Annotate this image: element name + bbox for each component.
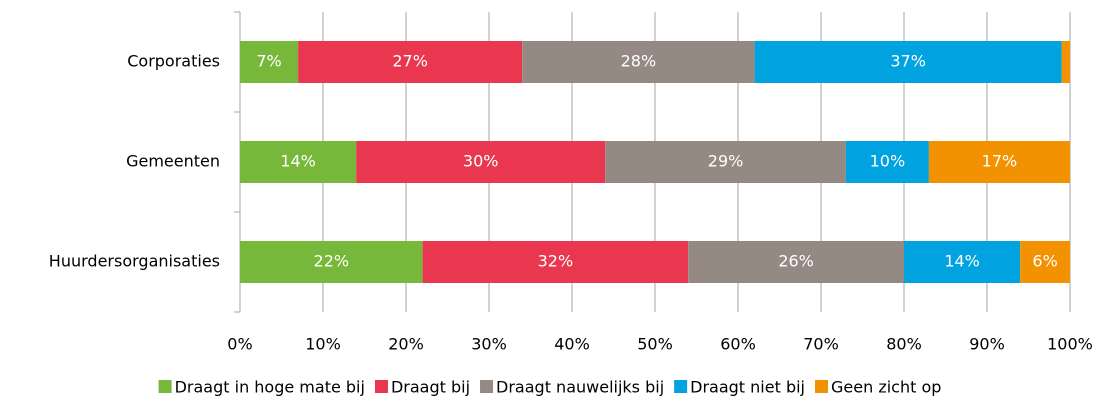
- x-tick-label: 30%: [471, 335, 507, 354]
- data-label: 26%: [778, 252, 814, 271]
- legend-label: Draagt bij: [391, 378, 470, 397]
- legend-label: Draagt niet bij: [690, 378, 805, 397]
- data-label: 14%: [944, 252, 980, 271]
- bar-segment: [422, 241, 689, 283]
- legend-label: Draagt nauwelijks bij: [496, 378, 664, 397]
- x-tick-label: 0%: [227, 335, 252, 354]
- bar-segment: [904, 241, 1021, 283]
- x-tick-label: 60%: [720, 335, 756, 354]
- data-label: 7%: [256, 52, 281, 71]
- y-tick-label: Gemeenten: [126, 152, 220, 171]
- data-label: 32%: [538, 252, 574, 271]
- bar-segment: [605, 141, 846, 183]
- y-tick-label: Corporaties: [127, 52, 220, 71]
- y-tick-label: Huurdersorganisaties: [49, 252, 220, 271]
- bar-segment: [688, 241, 904, 283]
- bar-segment: [240, 41, 299, 83]
- legend-swatch: [158, 380, 172, 393]
- legend-label: Geen zicht op: [831, 378, 941, 397]
- data-label: 37%: [890, 52, 926, 71]
- x-tick-label: 80%: [886, 335, 922, 354]
- legend-label: Draagt in hoge mate bij: [175, 378, 365, 397]
- bar-segment: [522, 41, 755, 83]
- legend-swatch: [480, 380, 494, 393]
- legend-swatch: [815, 380, 828, 393]
- bar-segment: [1020, 241, 1070, 283]
- bar-segment: [1061, 41, 1070, 83]
- data-label: 22%: [314, 252, 350, 271]
- x-tick-label: 20%: [388, 335, 424, 354]
- bar-segment: [845, 141, 929, 183]
- data-label: 29%: [708, 152, 744, 171]
- x-tick-label: 50%: [637, 335, 673, 354]
- data-label: 10%: [870, 152, 906, 171]
- x-tick-label: 40%: [554, 335, 590, 354]
- bar-segment: [240, 241, 423, 283]
- data-label: 6%: [1032, 252, 1057, 271]
- bar-segment: [754, 41, 1062, 83]
- data-label: 27%: [392, 52, 428, 71]
- data-label: 17%: [982, 152, 1018, 171]
- bar-segment: [240, 141, 357, 183]
- bar-segment: [298, 41, 523, 83]
- bar-segment: [356, 141, 606, 183]
- x-tick-label: 70%: [803, 335, 839, 354]
- bar-segment: [928, 141, 1070, 183]
- data-label: 14%: [280, 152, 316, 171]
- data-label: 30%: [463, 152, 499, 171]
- x-tick-label: 90%: [969, 335, 1005, 354]
- data-label: 28%: [621, 52, 657, 71]
- legend-swatch: [374, 380, 388, 393]
- legend-swatch: [674, 380, 688, 393]
- x-tick-label: 10%: [305, 335, 341, 354]
- x-tick-label: 100%: [1047, 335, 1093, 354]
